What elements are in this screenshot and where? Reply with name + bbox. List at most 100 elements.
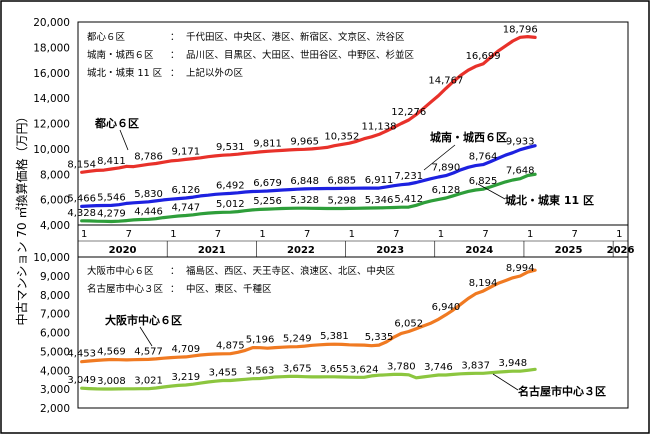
data-label: 4,446 — [134, 206, 163, 217]
data-label: 7,890 — [432, 163, 461, 174]
data-label: 5,546 — [97, 192, 126, 203]
data-label: 16,699 — [466, 51, 501, 62]
y-tick-label: 3,000 — [40, 384, 70, 396]
annotation-leader — [477, 183, 506, 200]
y-tick-label: 4,000 — [40, 365, 70, 377]
y-tick-label: 16,000 — [33, 68, 70, 80]
annotation-leader — [139, 326, 153, 347]
series-line-0 — [80, 35, 537, 174]
y-tick-label: 5,000 — [40, 346, 70, 358]
data-label: 6,128 — [432, 185, 461, 196]
data-label: 6,911 — [365, 175, 394, 186]
series-line-0 — [80, 268, 537, 364]
data-label: 4,577 — [134, 346, 163, 357]
series-line-1 — [80, 144, 537, 208]
data-label: 4,709 — [171, 344, 200, 355]
legend-separator: ： — [170, 266, 180, 277]
data-label: 9,531 — [216, 142, 245, 153]
month-tick-label: 1 — [81, 229, 87, 240]
data-label: 8,194 — [469, 278, 498, 289]
data-label: 3,746 — [424, 362, 453, 373]
data-label: 4,328 — [67, 208, 96, 219]
data-label: 5,346 — [365, 195, 394, 206]
data-label: 6,940 — [432, 302, 461, 313]
year-label: 2020 — [109, 245, 137, 256]
data-label: 6,885 — [328, 175, 357, 186]
data-label: 3,948 — [498, 358, 527, 369]
month-tick-label: 1 — [349, 229, 355, 240]
year-label: 2024 — [465, 245, 493, 256]
y-tick-label: 18,000 — [33, 42, 70, 54]
month-tick-label: 1 — [527, 229, 533, 240]
year-label: 2022 — [287, 245, 315, 256]
y-tick-label: 10,000 — [33, 144, 70, 156]
legend-areas: 千代田区、中央区、港区、新宿区、文京区、渋谷区 — [186, 31, 405, 43]
data-label: 3,780 — [387, 361, 416, 372]
data-label: 10,352 — [324, 131, 359, 142]
legend-areas: 品川区、目黒区、大田区、世田谷区、中野区、杉並区 — [186, 49, 415, 61]
data-label: 9,171 — [171, 146, 200, 157]
data-label: 5,012 — [216, 199, 245, 210]
month-tick-label: 7 — [482, 229, 488, 240]
data-label: 3,837 — [461, 360, 490, 371]
month-tick-label: 1 — [259, 229, 265, 240]
bottom-y-ticks: 2,000 3,000 4,000 5,000 6,000 7,000 8,000 9,000… — [33, 252, 70, 415]
data-label: 9,965 — [290, 136, 319, 147]
y-tick-label: 12,000 — [33, 119, 70, 131]
annotation-leader — [492, 373, 519, 391]
data-label: 4,747 — [171, 203, 200, 214]
y-tick-label: 6,000 — [40, 195, 70, 207]
bottom-plot-area — [77, 256, 629, 409]
data-label: 3,624 — [350, 364, 379, 375]
data-label: 5,830 — [134, 189, 163, 200]
time-axis: 1 7 1 7 1 7 1 7 1 7 1 7 1 2020 2021 2022 2023 2024 2025 202… — [77, 224, 635, 258]
top-legend-background — [82, 27, 382, 79]
data-label: 5,466 — [67, 193, 96, 204]
legend-areas: 福島区、西区、天王寺区、浪速区、北区、中央区 — [186, 265, 396, 277]
data-label: 3,655 — [320, 364, 349, 375]
top-series-group: 8,154 8,411 8,786 9,171 9,531 9,811 9,965 10,35… — [67, 24, 538, 224]
data-label: 4,875 — [216, 341, 245, 352]
month-tick-label: 7 — [215, 229, 221, 240]
data-label: 4,279 — [97, 208, 126, 219]
data-label: 8,786 — [134, 151, 163, 162]
legend-name: 城南・城西６区 — [87, 49, 154, 61]
data-label: 4,453 — [67, 349, 96, 360]
data-label: 5,328 — [290, 195, 319, 206]
annotation-leader — [119, 129, 129, 151]
data-label: 5,381 — [320, 331, 349, 342]
top-y-ticks: 4,000 6,000 8,000 10,000 12,000 14,000 16,000 1… — [33, 17, 70, 232]
data-label: 3,563 — [246, 365, 275, 376]
series-line-1 — [80, 367, 537, 391]
year-label: 2026 — [607, 245, 635, 256]
bottom-chart: 2,000 3,000 4,000 5,000 6,000 7,000 8,000 9,000… — [33, 252, 629, 415]
month-tick-label: 1 — [616, 229, 622, 240]
data-label: 5,298 — [328, 196, 357, 207]
data-label: 18,796 — [503, 24, 538, 35]
series-annotation: 大阪市中心６区 — [105, 313, 182, 327]
data-label: 8,154 — [67, 159, 96, 170]
data-label: 9,933 — [506, 137, 535, 148]
top-chart: 4,000 6,000 8,000 10,000 12,000 14,000 16,000 1… — [33, 17, 629, 232]
y-tick-label: 4,000 — [40, 220, 70, 232]
data-label: 14,767 — [428, 75, 463, 86]
data-label: 6,825 — [469, 176, 498, 187]
legend-separator: ： — [170, 32, 180, 43]
month-tick-label: 7 — [304, 229, 310, 240]
data-label: 3,455 — [209, 368, 238, 379]
series-annotation: 城北・城東 11 区 — [505, 193, 594, 207]
data-label: 7,231 — [394, 171, 423, 182]
data-label: 6,126 — [171, 185, 200, 196]
y-tick-label: 9,000 — [40, 271, 70, 283]
data-label: 6,679 — [253, 178, 282, 189]
data-label: 6,492 — [216, 180, 245, 191]
year-label: 2023 — [376, 245, 404, 256]
data-label: 8,764 — [469, 152, 498, 163]
y-tick-label: 10,000 — [33, 252, 70, 264]
data-label: 5,249 — [283, 334, 312, 345]
